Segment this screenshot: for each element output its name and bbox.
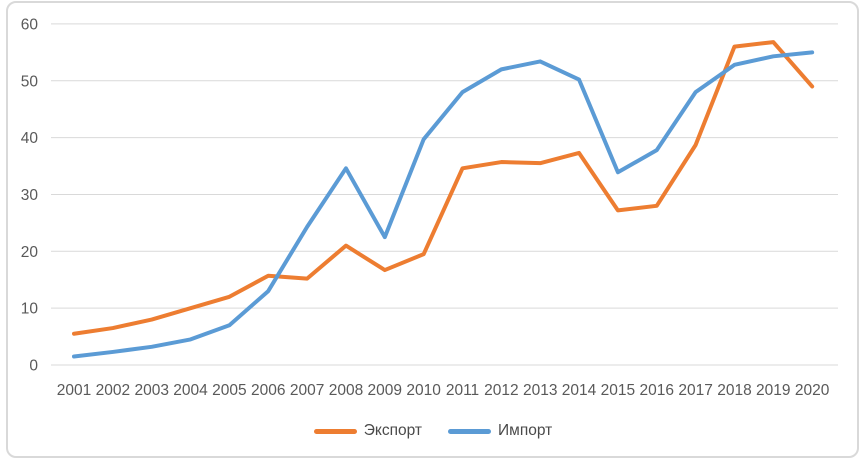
y-tick-label-10: 10 bbox=[21, 301, 39, 318]
x-label-2011: 2011 bbox=[446, 382, 479, 399]
x-label-2017: 2017 bbox=[678, 382, 712, 399]
series-line-import[interactable] bbox=[72, 50, 815, 359]
x-label-2012: 2012 bbox=[484, 382, 518, 399]
y-tick-label-0: 0 bbox=[29, 358, 38, 375]
x-label-2003: 2003 bbox=[134, 382, 168, 399]
y-tick-label-40: 40 bbox=[21, 130, 39, 147]
x-label-2010: 2010 bbox=[406, 382, 441, 399]
x-label-2018: 2018 bbox=[717, 382, 751, 399]
x-label-2014: 2014 bbox=[562, 382, 597, 399]
legend-item-export[interactable]: Экспорт bbox=[313, 422, 423, 441]
x-label-2015: 2015 bbox=[601, 382, 635, 399]
x-label-2019: 2019 bbox=[756, 382, 790, 399]
legend-label-import: Импорт bbox=[498, 422, 553, 439]
x-label-2001: 2001 bbox=[57, 382, 91, 399]
legend-item-import[interactable]: Импорт bbox=[448, 423, 552, 441]
import-line-swatch bbox=[448, 429, 492, 435]
x-label-2009: 2009 bbox=[368, 382, 402, 399]
x-label-2007: 2007 bbox=[290, 382, 324, 399]
y-tick-label-20: 20 bbox=[21, 244, 39, 261]
x-label-2016: 2016 bbox=[640, 382, 674, 399]
y-tick-label-50: 50 bbox=[21, 73, 39, 90]
x-label-2013: 2013 bbox=[523, 382, 557, 399]
x-label-2020: 2020 bbox=[795, 382, 830, 399]
x-label-2004: 2004 bbox=[173, 382, 208, 399]
y-tick-label-60: 60 bbox=[21, 16, 39, 33]
x-label-2005: 2005 bbox=[212, 382, 246, 399]
legend-label-export: Экспорт bbox=[363, 422, 423, 439]
series-line-export[interactable] bbox=[72, 40, 815, 336]
x-label-2002: 2002 bbox=[96, 382, 130, 399]
chart-legend: Экспорт Импорт bbox=[0, 423, 866, 441]
y-tick-label-30: 30 bbox=[21, 187, 39, 204]
x-label-2006: 2006 bbox=[251, 382, 285, 399]
export-line-swatch bbox=[313, 429, 357, 435]
x-label-2008: 2008 bbox=[329, 382, 363, 399]
